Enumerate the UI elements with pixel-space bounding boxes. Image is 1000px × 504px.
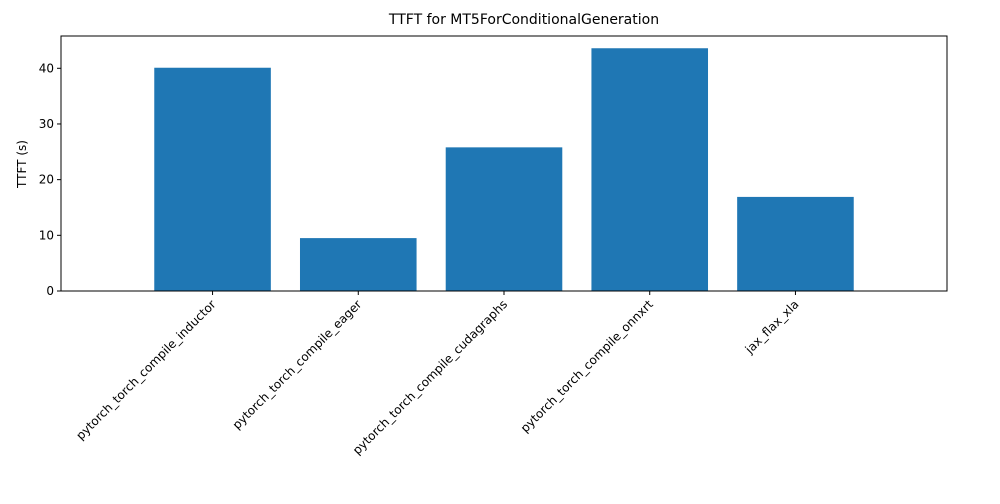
chart-title: TTFT for MT5ForConditionalGeneration [388,12,659,28]
y-tick-label: 20 [39,173,54,187]
y-axis-label: TTFT (s) [15,140,29,189]
y-tick-label: 30 [39,117,54,131]
y-axis-ticks: 0 10 20 30 40 [39,61,61,298]
bar-jax_flax_xla [737,196,854,291]
plot-area-frame [60,35,948,292]
bar-pytorch_torch_compile_cudagraphs [445,147,563,291]
x-tick-label: pytorch_torch_compile_onnxrt [518,297,656,435]
bar-pytorch_torch_compile_inductor [154,67,271,291]
bar-pytorch_torch_compile_onnxrt [591,48,709,292]
x-tick-label: jax_flax_xla [742,297,802,357]
y-tick-label: 10 [39,228,54,242]
x-axis-ticks: pytorch_torch_compile_inductor pytorch_to… [73,291,802,457]
x-tick-label: pytorch_torch_compile_cudagraphs [350,297,510,457]
y-tick-label: 40 [39,61,54,75]
bar-pytorch_torch_compile_eager [299,238,417,291]
x-tick-label: pytorch_torch_compile_eager [230,297,365,432]
x-tick-label: pytorch_torch_compile_inductor [73,297,218,442]
y-tick-label: 0 [46,284,54,298]
bars-layer [154,48,854,292]
